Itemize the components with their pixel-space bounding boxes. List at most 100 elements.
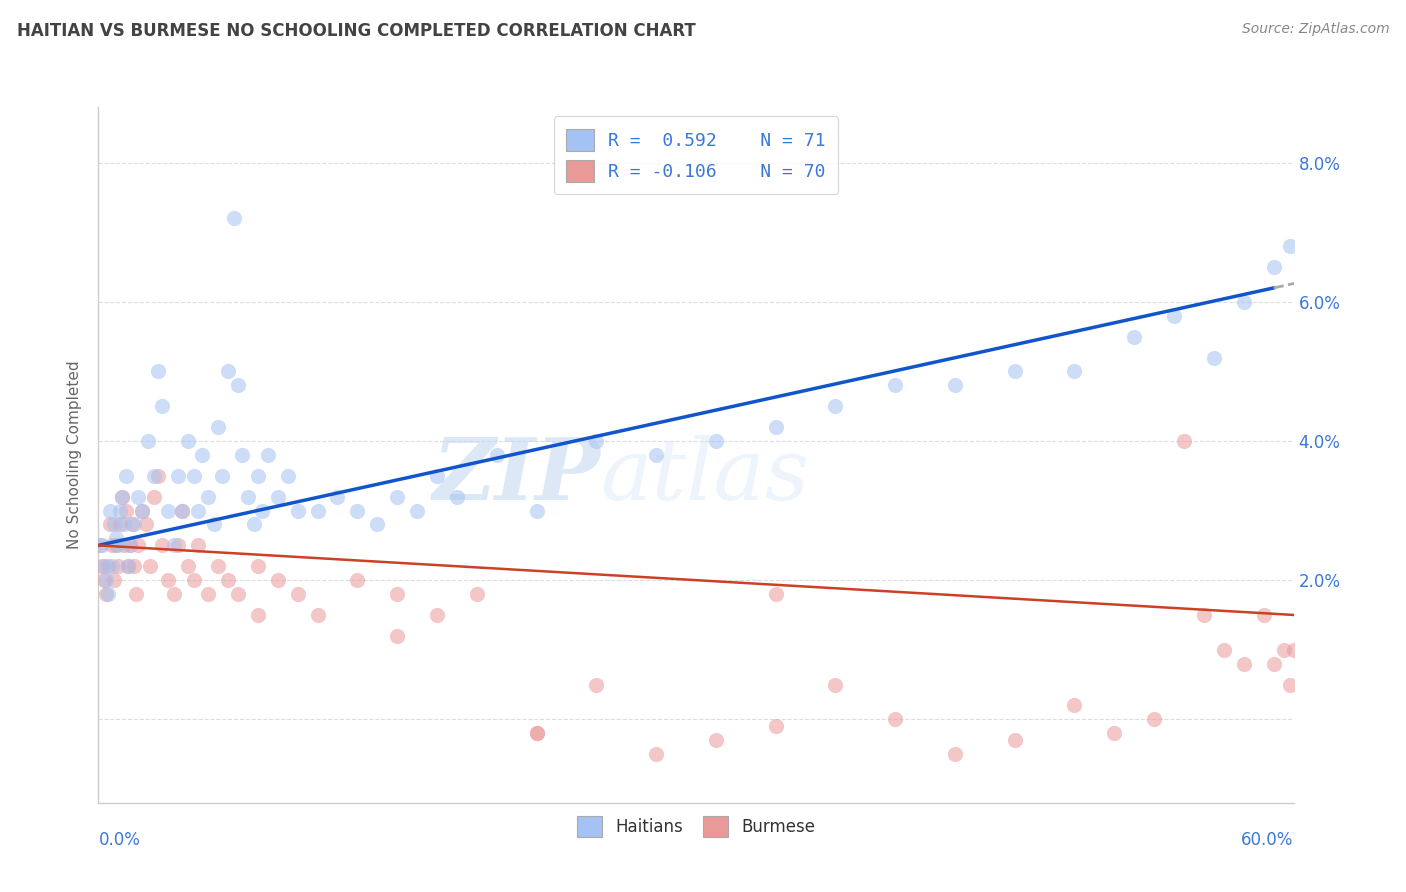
Point [824,399,846,413]
Point [526,503,548,517]
Point [346,503,368,517]
Point [256,448,278,462]
Point [250,503,273,517]
Point [446,490,468,504]
Point [101,559,124,574]
Point [326,490,349,504]
Point [704,434,727,448]
Y-axis label: No Schooling Completed: No Schooling Completed [67,360,83,549]
Point [112,517,135,532]
Point [704,733,727,747]
Point [1202,351,1225,365]
Point [526,726,548,740]
Point [183,468,205,483]
Point [96,587,118,601]
Point [1104,726,1126,740]
Point [111,490,134,504]
Point [243,517,266,532]
Point [943,378,966,392]
Point [125,587,148,601]
Point [172,503,194,517]
Point [1004,364,1026,378]
Point [765,420,787,434]
Point [226,378,249,392]
Point [645,747,668,761]
Point [385,629,409,643]
Point [127,490,149,504]
Point [127,538,149,552]
Point [101,538,124,552]
Point [226,587,249,601]
Point [1063,698,1085,713]
Point [136,434,159,448]
Point [139,559,162,574]
Point [172,503,194,517]
Point [93,573,115,587]
Point [207,559,229,574]
Point [167,538,190,552]
Point [110,503,132,517]
Point [884,712,907,726]
Point [385,587,409,601]
Point [131,503,153,517]
Point [236,490,259,504]
Point [197,490,219,504]
Point [1173,434,1195,448]
Point [366,517,388,532]
Point [143,468,166,483]
Point [943,747,966,761]
Point [103,517,125,532]
Point [1263,657,1285,671]
Point [307,503,329,517]
Point [1212,642,1234,657]
Point [187,503,209,517]
Point [157,503,180,517]
Point [246,559,269,574]
Point [287,503,309,517]
Point [824,677,846,691]
Point [124,559,146,574]
Point [98,517,122,532]
Point [1004,733,1026,747]
Point [884,378,907,392]
Point [526,726,548,740]
Point [645,448,668,462]
Point [177,434,200,448]
Point [97,559,120,574]
Point [217,573,239,587]
Point [91,538,114,552]
Point [112,538,135,552]
Point [150,538,173,552]
Point [1278,677,1301,691]
Text: 0.0%: 0.0% [98,830,141,848]
Point [163,587,186,601]
Point [1263,260,1285,274]
Text: Source: ZipAtlas.com: Source: ZipAtlas.com [1241,22,1389,37]
Point [197,587,219,601]
Point [485,448,508,462]
Point [277,468,299,483]
Point [426,468,449,483]
Point [177,559,200,574]
Text: 60.0%: 60.0% [1241,830,1294,848]
Point [93,559,115,574]
Point [135,517,157,532]
Point [121,517,143,532]
Point [89,538,111,552]
Point [191,448,214,462]
Point [97,587,120,601]
Point [1123,329,1146,343]
Point [246,468,269,483]
Point [183,573,205,587]
Point [120,538,142,552]
Point [267,490,290,504]
Point [148,468,170,483]
Point [1163,309,1185,323]
Point [1143,712,1166,726]
Point [115,468,138,483]
Point [117,559,139,574]
Point [1278,239,1301,253]
Point [167,468,190,483]
Point [765,587,787,601]
Point [96,573,118,587]
